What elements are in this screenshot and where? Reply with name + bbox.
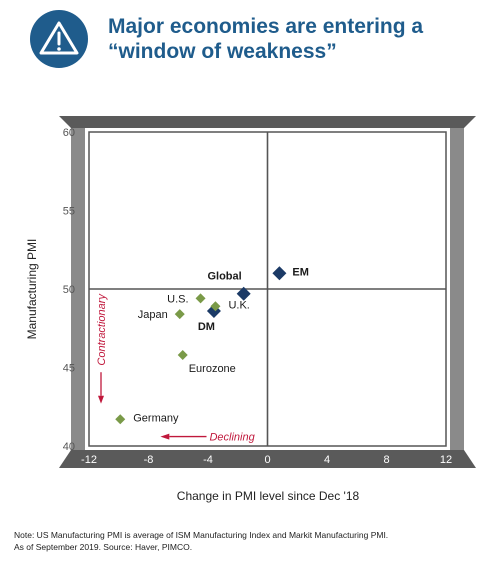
scatter-chart: 40 45 50 55 60 -12 -8 -4 0 4 8 12 Change in PMI leve… [0, 108, 498, 508]
x-tick-label: 4 [324, 454, 330, 466]
chart-axes: 40 45 50 55 60 -12 -8 -4 0 4 8 12 Change in PMI leve… [25, 127, 452, 503]
footnote-line-2: As of September 2019. Source: Haver, PIM… [14, 542, 193, 552]
page-title: Major economies are entering a “window o… [108, 14, 478, 64]
point-dm-marker [206, 303, 221, 318]
chart-annotations: Contractionary Declining [96, 293, 256, 444]
chart-footnote: Note: US Manufacturing PMI is average of… [14, 529, 484, 553]
y-axis-title: Manufacturing PMI [25, 239, 39, 340]
title-line-1: Major economies are entering a [108, 15, 424, 38]
point-germany-label: Germany [133, 412, 179, 424]
point-us-marker [195, 293, 206, 304]
point-global-label: Global [207, 271, 241, 283]
point-us-label: U.S. [167, 293, 188, 305]
declining-arrowhead [160, 433, 170, 440]
contractionary-annotation: Contractionary [96, 293, 108, 366]
y-tick-label: 55 [63, 206, 75, 218]
frame-left-band [71, 128, 85, 450]
point-uk-marker [210, 301, 221, 312]
declining-annotation: Declining [209, 432, 255, 444]
y-tick-label: 45 [63, 363, 75, 375]
point-eurozone-label: Eurozone [189, 363, 236, 375]
point-japan-label: Japan [138, 309, 168, 321]
point-em-label: EM [292, 266, 309, 278]
frame-bottom-band [59, 450, 476, 468]
point-dm-label: DM [198, 321, 215, 333]
warning-badge [30, 10, 88, 68]
y-tick-label: 40 [63, 441, 75, 453]
chart-svg: 40 45 50 55 60 -12 -8 -4 0 4 8 12 Change in PMI leve… [25, 116, 476, 503]
x-tick-label: -8 [144, 454, 154, 466]
x-tick-label: -4 [203, 454, 213, 466]
point-em-marker [272, 266, 287, 281]
frame-top-band [59, 116, 476, 128]
point-japan-marker [174, 309, 185, 320]
x-tick-label: -12 [81, 454, 97, 466]
point-global-marker [236, 286, 251, 301]
chart-points: EM Global DM U.S. U.K. Japan Eurozone Germany [115, 266, 309, 425]
x-axis-title: Change in PMI level since Dec '18 [177, 489, 360, 503]
contractionary-arrowhead [98, 395, 104, 404]
x-tick-label: 12 [440, 454, 452, 466]
header: Major economies are entering a “window o… [0, 0, 498, 80]
point-germany-marker [115, 414, 126, 425]
title-line-2: “window of weakness” [108, 40, 337, 63]
point-eurozone-marker [177, 349, 188, 360]
x-tick-label: 0 [264, 454, 270, 466]
x-tick-label: 8 [383, 454, 389, 466]
y-tick-label: 60 [63, 127, 75, 139]
point-uk-label: U.K. [228, 299, 249, 311]
y-tick-label: 50 [63, 284, 75, 296]
frame-right-band [450, 128, 464, 450]
footnote-line-1: Note: US Manufacturing PMI is average of… [14, 530, 389, 540]
warning-triangle-icon [39, 21, 79, 55]
